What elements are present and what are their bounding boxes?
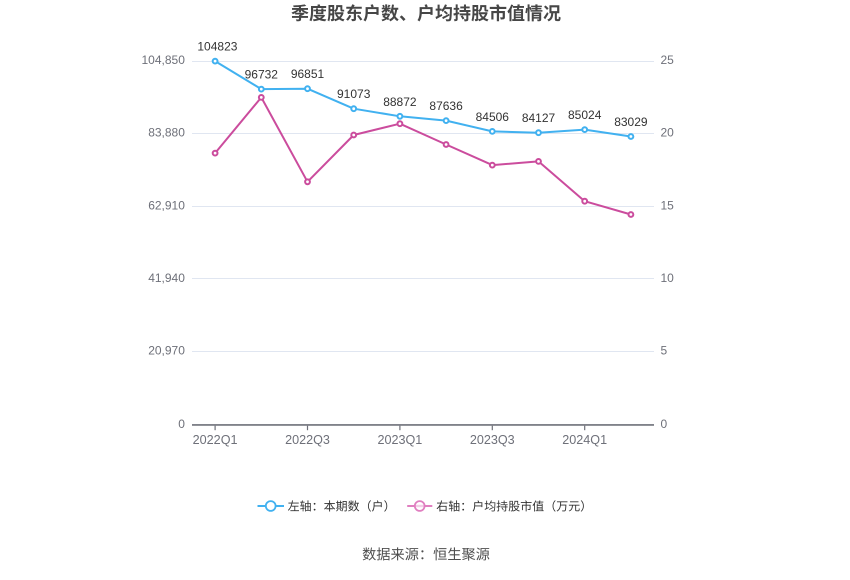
- svg-text:96732: 96732: [245, 68, 279, 82]
- svg-text:15: 15: [661, 198, 675, 212]
- svg-text:104823: 104823: [197, 40, 237, 54]
- svg-text:104,850: 104,850: [142, 53, 186, 67]
- svg-text:2022Q3: 2022Q3: [285, 433, 330, 447]
- svg-text:85024: 85024: [568, 108, 602, 122]
- svg-text:41,940: 41,940: [148, 271, 185, 285]
- svg-text:84506: 84506: [476, 110, 510, 124]
- svg-text:2022Q1: 2022Q1: [193, 433, 238, 447]
- svg-text:83,880: 83,880: [148, 126, 185, 140]
- svg-text:91073: 91073: [337, 87, 371, 101]
- svg-text:83029: 83029: [614, 115, 648, 129]
- svg-text:88872: 88872: [383, 95, 417, 109]
- svg-text:87636: 87636: [429, 99, 463, 113]
- svg-text:2024Q1: 2024Q1: [562, 433, 607, 447]
- svg-text:96851: 96851: [291, 67, 325, 81]
- svg-text:2023Q1: 2023Q1: [377, 433, 422, 447]
- svg-text:25: 25: [661, 53, 675, 67]
- svg-text:5: 5: [661, 344, 668, 358]
- svg-text:62,910: 62,910: [148, 198, 185, 212]
- svg-text:10: 10: [661, 271, 675, 285]
- svg-text:84127: 84127: [522, 111, 556, 125]
- svg-text:0: 0: [178, 417, 185, 431]
- svg-text:20: 20: [661, 126, 675, 140]
- svg-text:2023Q3: 2023Q3: [470, 433, 515, 447]
- svg-text:20,970: 20,970: [148, 344, 185, 358]
- svg-text:0: 0: [661, 417, 668, 431]
